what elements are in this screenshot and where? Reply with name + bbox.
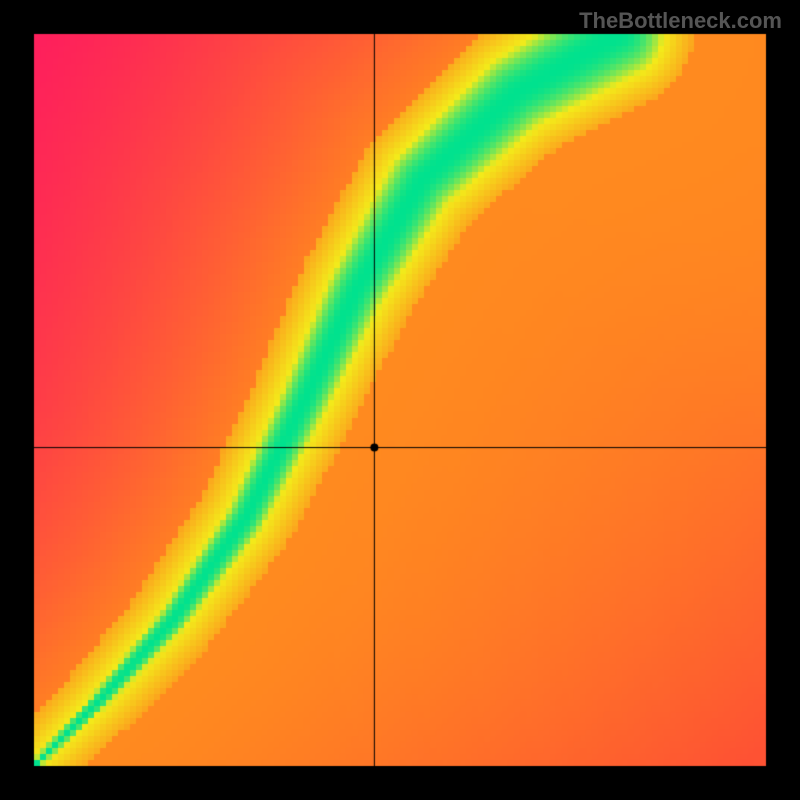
chart-container: TheBottleneck.com [0, 0, 800, 800]
watermark-text: TheBottleneck.com [579, 8, 782, 34]
bottleneck-heatmap [0, 0, 800, 800]
